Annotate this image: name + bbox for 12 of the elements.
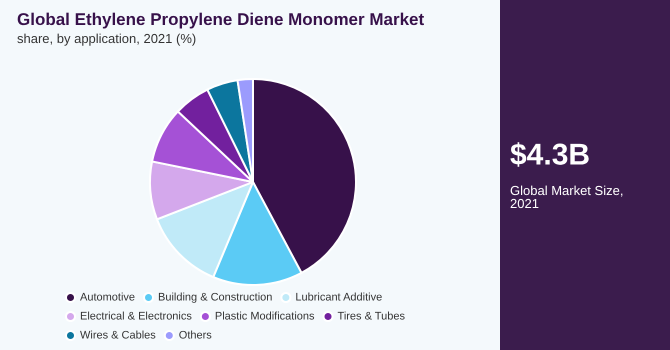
text: Global Market Size, 2021	[510, 183, 628, 211]
chart-subtitle: share, by application, 2021 (%)	[17, 31, 196, 46]
legend-label: Wires & Cables	[80, 330, 156, 342]
legend-label: Automotive	[80, 292, 136, 304]
legend-label: Others	[178, 330, 212, 342]
legend-label: Electrical & Electronics	[80, 310, 192, 322]
text: $4.3B	[510, 138, 590, 172]
legend-label: Building & Construction	[158, 292, 272, 304]
chart-title: Global Ethylene Propylene Diene Monomer Market	[17, 10, 424, 29]
legend-label: Tires & Tubes	[338, 310, 406, 322]
legend-label: Plastic Modifications	[214, 310, 316, 322]
legend-label: Lubricant Additive	[295, 292, 382, 304]
